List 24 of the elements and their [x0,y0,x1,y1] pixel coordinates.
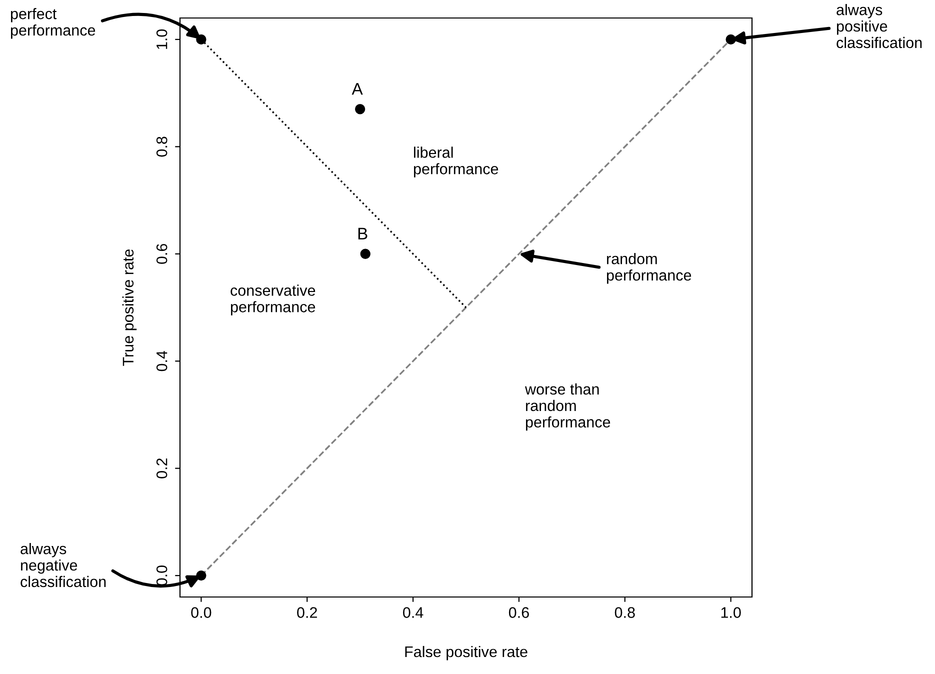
y-tick-label: 0.6 [156,244,168,264]
annotation: A [352,83,363,95]
annotation: conservative performance [230,284,316,316]
x-axis-title: False positive rate [405,646,528,660]
y-axis-title: True positive rate [122,249,137,366]
annotation: always negative classification [20,543,106,588]
point [360,248,370,259]
x-tick-label: 0.6 [508,607,529,618]
annotation: perfect performance [10,8,96,39]
annotation: random performance [606,253,692,284]
point [354,104,366,114]
annotation: B [358,228,368,240]
x-tick-label: 1.0 [721,607,741,618]
annotation: always positive classification [836,4,922,48]
x-tick-label: 0.8 [614,607,635,618]
x-tick-label: 0.0 [191,607,212,618]
annotation: liberal performance [414,146,498,178]
y-tick-label: 0.2 [156,458,168,478]
x-tick-label: 0.2 [297,607,317,618]
x-tick-label: 0.4 [403,607,424,618]
y-tick-label: 0.8 [156,136,168,157]
y-tick-label: 1.0 [156,29,168,49]
y-tick-label: 0.4 [156,350,168,372]
annotation: worse than random performance [524,383,610,431]
